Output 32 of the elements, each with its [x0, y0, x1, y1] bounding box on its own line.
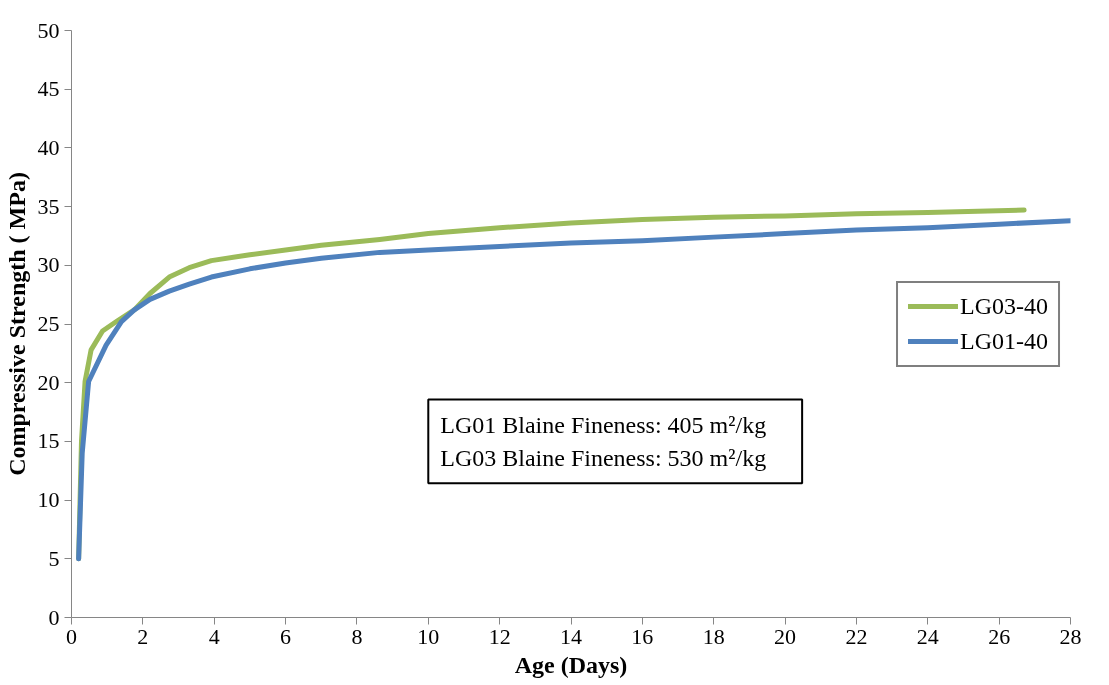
x-tick-label: 2: [137, 623, 149, 649]
y-tick-label: 45: [37, 76, 60, 102]
x-tick-label: 6: [280, 623, 292, 649]
x-tick-label: 12: [488, 623, 511, 649]
legend-label: LG01-40: [960, 327, 1048, 355]
y-tick-label: 5: [48, 545, 60, 571]
x-tick-label: 28: [1059, 623, 1082, 649]
x-tick-label: 10: [417, 623, 440, 649]
y-tick-label: 25: [37, 311, 60, 336]
annotation: LG03 Blaine Fineness: 530 m²/kg: [440, 445, 767, 472]
legend-label: LG03-40: [960, 292, 1048, 320]
x-axis-title: Age (Days): [514, 651, 628, 678]
annotation: LG01 Blaine Fineness: 405 m²/kg: [440, 411, 767, 438]
x-tick-label: 20: [774, 623, 797, 649]
x-tick-label: 4: [208, 623, 220, 649]
x-tick-label: 24: [916, 623, 939, 649]
x-tick-label: 8: [351, 623, 363, 649]
x-tick-label: 16: [631, 623, 654, 649]
y-axis-title: Compressive Strength ( MPa): [3, 172, 30, 476]
x-tick-label: 26: [988, 623, 1011, 649]
y-tick-label: 50: [37, 17, 60, 43]
y-tick-label: 40: [37, 134, 60, 160]
y-tick-label: 15: [37, 428, 60, 454]
y-tick-label: 35: [37, 193, 60, 219]
y-tick-label: 0: [48, 604, 60, 630]
x-tick-label: 0: [66, 623, 77, 649]
x-tick-label: 14: [560, 623, 582, 649]
y-tick-label: 10: [37, 487, 60, 513]
x-tick-label: 18: [702, 623, 725, 649]
x-tick-label: 22: [845, 623, 868, 649]
y-tick-label: 20: [37, 369, 60, 395]
y-tick-label: 30: [37, 252, 60, 278]
